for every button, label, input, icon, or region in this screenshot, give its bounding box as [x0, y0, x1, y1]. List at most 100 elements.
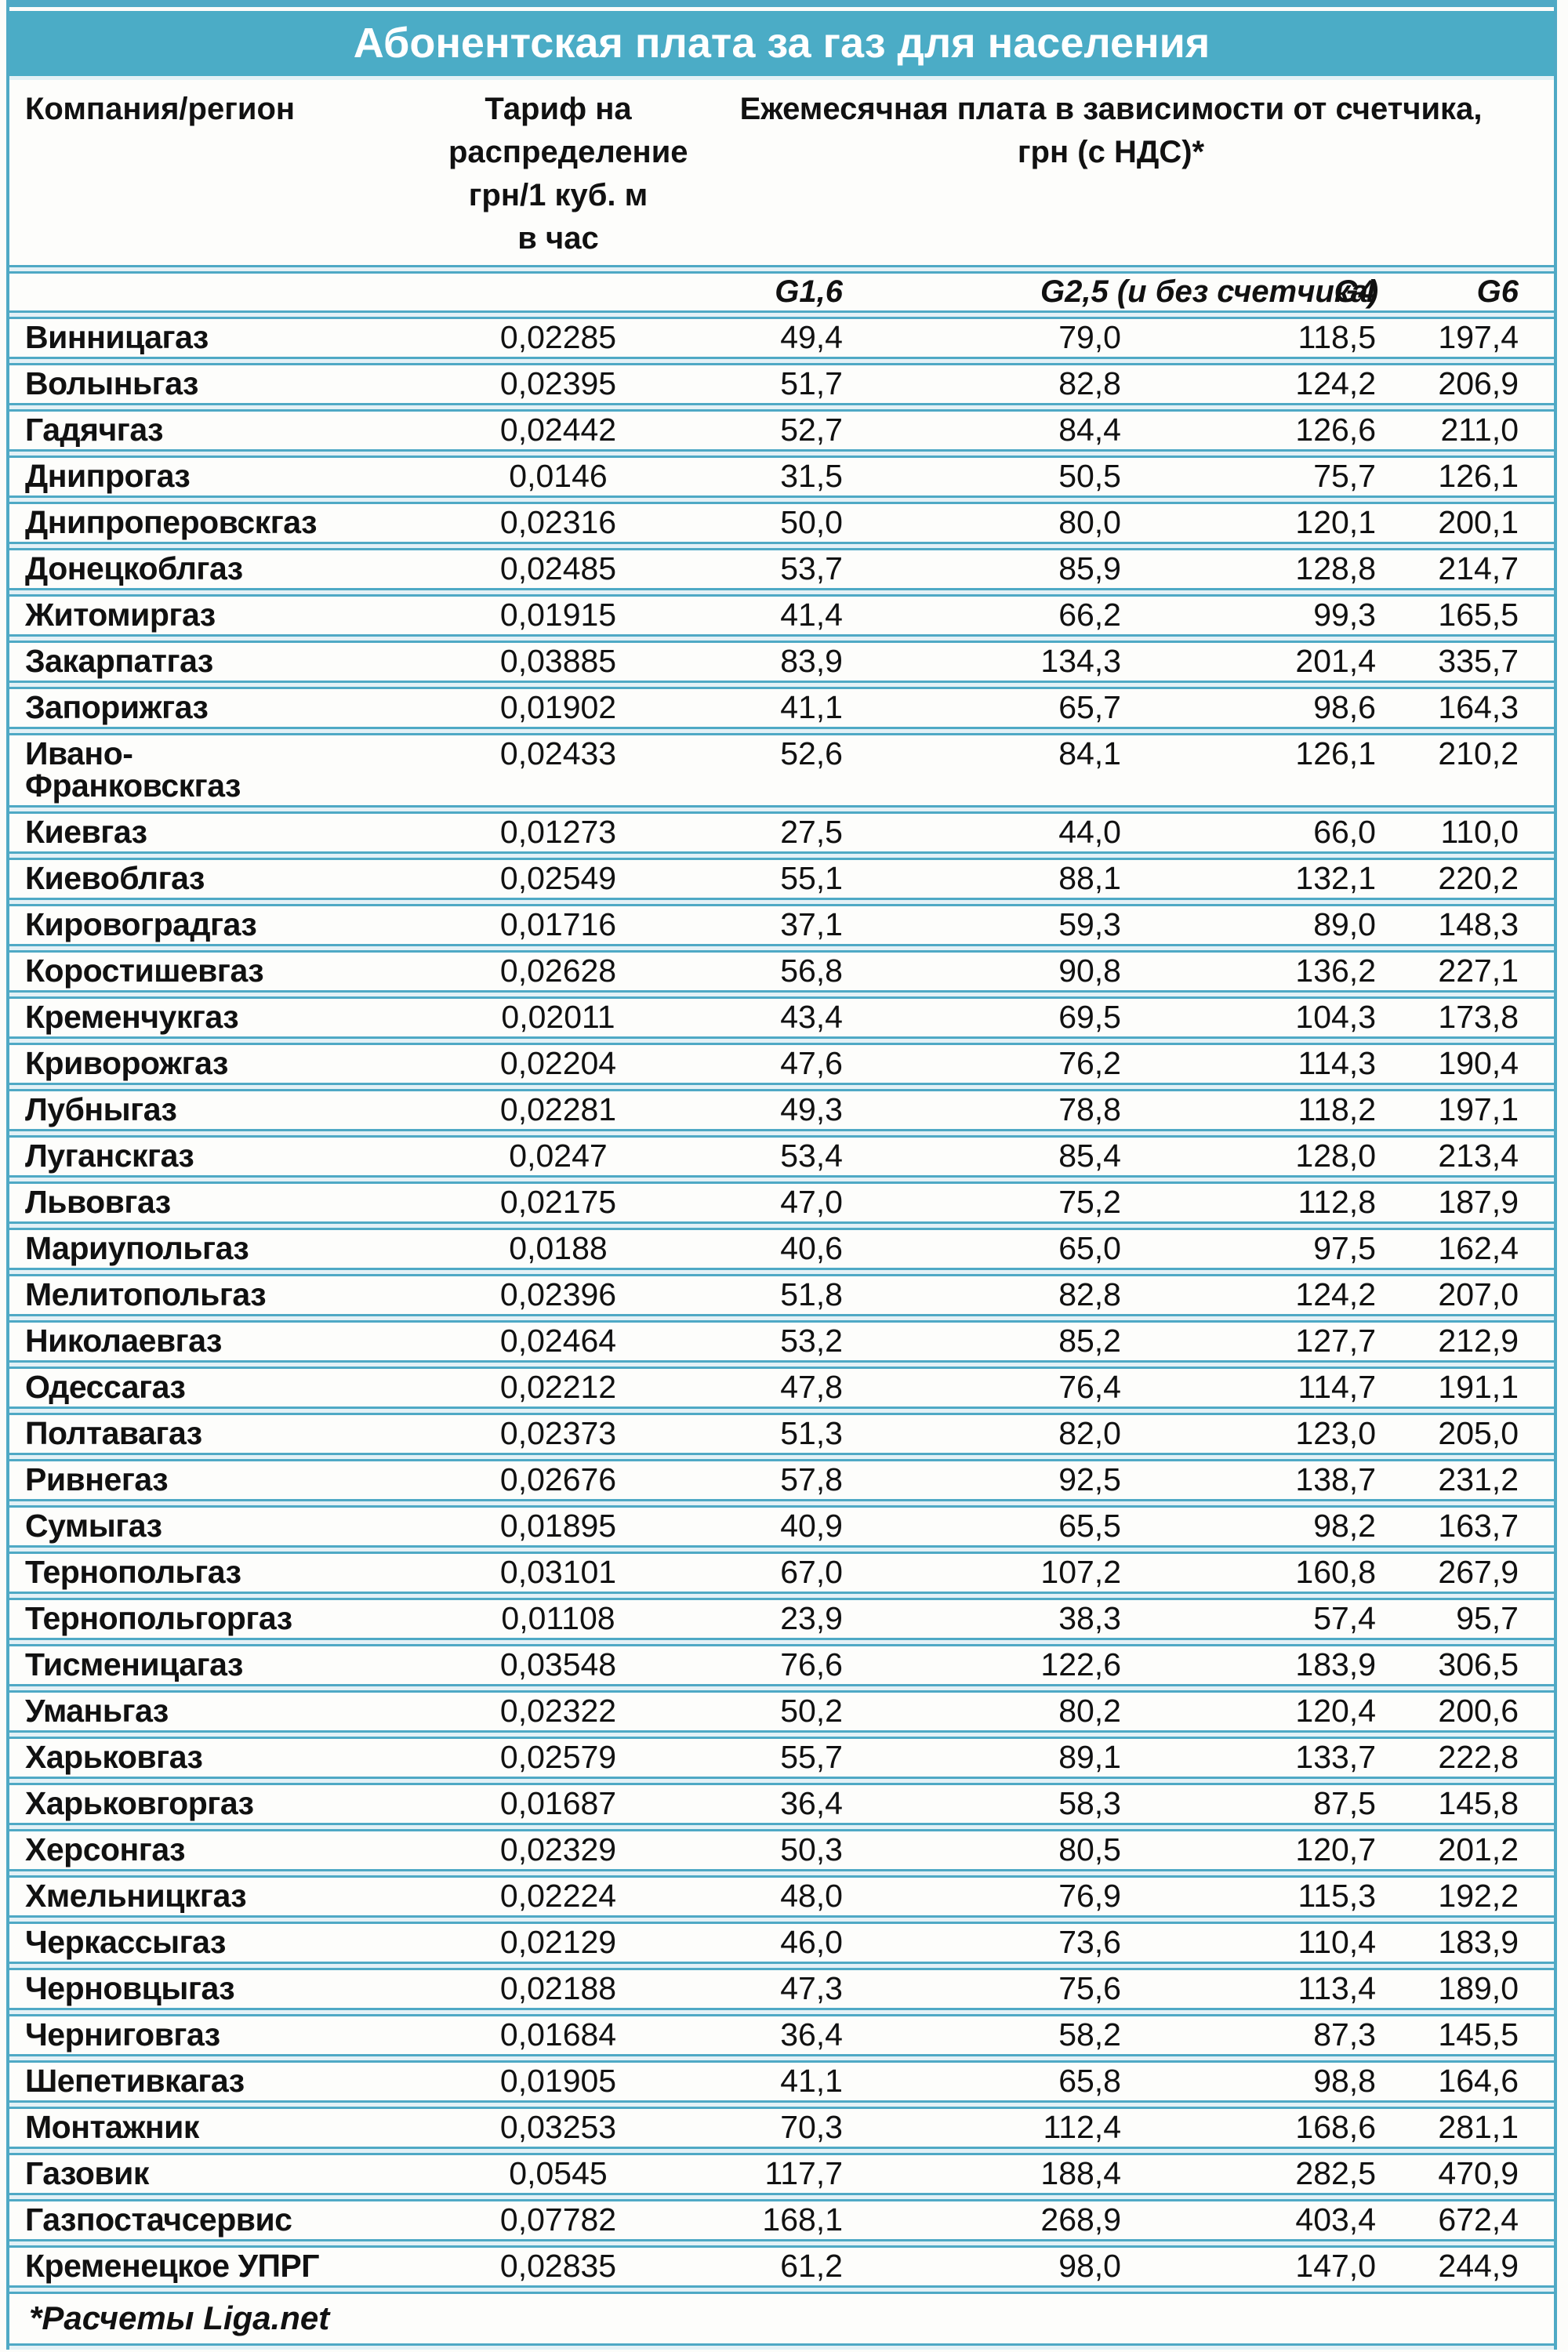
g25-fee-cell: 89,1 — [852, 1737, 1131, 1779]
tariff-cell: 0,02433 — [448, 733, 668, 808]
table-row: Газпостачсервис 0,07782 168,1 268,9 403,… — [9, 2199, 1554, 2241]
table-row: Винницагаз 0,02285 49,4 79,0 118,5 197,4 — [9, 317, 1554, 359]
g6-fee-cell: 148,3 — [1385, 904, 1554, 946]
g6-fee-cell: 183,9 — [1385, 1922, 1554, 1964]
company-cell: Черкассыгаз — [9, 1922, 448, 1964]
g6-fee-cell: 267,9 — [1385, 1552, 1554, 1594]
g4-fee-cell: 168,6 — [1131, 2107, 1385, 2149]
table-row: Полтавагаз 0,02373 51,3 82,0 123,0 205,0 — [9, 1413, 1554, 1455]
g16-fee-cell: 55,7 — [668, 1737, 852, 1779]
table-row: Харьковгаз 0,02579 55,7 89,1 133,7 222,8 — [9, 1737, 1554, 1779]
table-row: Коростишевгаз 0,02628 56,8 90,8 136,2 22… — [9, 950, 1554, 993]
g6-fee-cell: 222,8 — [1385, 1737, 1554, 1779]
g16-fee-cell: 57,8 — [668, 1459, 852, 1501]
g16-fee-cell: 53,2 — [668, 1320, 852, 1363]
company-cell: Одессагаз — [9, 1367, 448, 1409]
g6-fee-cell: 164,6 — [1385, 2060, 1554, 2103]
g16-fee-cell: 46,0 — [668, 1922, 852, 1964]
table-row: Лубныгаз 0,02281 49,3 78,8 118,2 197,1 — [9, 1089, 1554, 1131]
g16-fee-cell: 40,9 — [668, 1505, 852, 1548]
company-cell: Кременецкое УПРГ — [9, 2245, 448, 2288]
g4-fee-cell: 133,7 — [1131, 1737, 1385, 1779]
table-row: Николаевгаз 0,02464 53,2 85,2 127,7 212,… — [9, 1320, 1554, 1363]
g6-fee-cell: 191,1 — [1385, 1367, 1554, 1409]
g6-fee-cell: 162,4 — [1385, 1228, 1554, 1270]
g25-fee-cell: 76,4 — [852, 1367, 1131, 1409]
company-cell: Монтажник — [9, 2107, 448, 2149]
g25-fee-cell: 58,3 — [852, 1783, 1131, 1825]
company-cell: Криворожгаз — [9, 1043, 448, 1085]
g16-fee-cell: 41,4 — [668, 594, 852, 637]
g25-fee-cell: 134,3 — [852, 641, 1131, 683]
g4-fee-cell: 126,6 — [1131, 409, 1385, 452]
tariff-cell: 0,02204 — [448, 1043, 668, 1085]
company-cell: Киевоблгаз — [9, 858, 448, 900]
table-row: Криворожгаз 0,02204 47,6 76,2 114,3 190,… — [9, 1043, 1554, 1085]
g25-fee-cell: 79,0 — [852, 317, 1131, 359]
company-cell: Киевгаз — [9, 811, 448, 854]
g6-fee-cell: 212,9 — [1385, 1320, 1554, 1363]
g25-fee-cell: 80,0 — [852, 502, 1131, 544]
g4-fee-cell: 124,2 — [1131, 1274, 1385, 1316]
g4-fee-cell: 132,1 — [1131, 858, 1385, 900]
g16-fee-cell: 117,7 — [668, 2153, 852, 2195]
tariff-table-frame: Абонентская плата за газ для населения К… — [6, 0, 1557, 2350]
table-row: Тернопольгоргаз 0,01108 23,9 38,3 57,4 9… — [9, 1598, 1554, 1640]
table-row: Херсонгаз 0,02329 50,3 80,5 120,7 201,2 — [9, 1829, 1554, 1871]
tariff-cell: 0,02676 — [448, 1459, 668, 1501]
g6-fee-cell: 206,9 — [1385, 363, 1554, 405]
g16-fee-cell: 53,7 — [668, 548, 852, 590]
g25-fee-cell: 50,5 — [852, 456, 1131, 498]
tariff-cell: 0,02835 — [448, 2245, 668, 2288]
g16-fee-cell: 56,8 — [668, 950, 852, 993]
g6-fee-cell: 220,2 — [1385, 858, 1554, 900]
tariff-cell: 0,02395 — [448, 363, 668, 405]
company-cell: Кременчукгаз — [9, 996, 448, 1039]
g6-fee-cell: 244,9 — [1385, 2245, 1554, 2288]
tariff-cell: 0,0545 — [448, 2153, 668, 2195]
table-row: Тернопольгаз 0,03101 67,0 107,2 160,8 26… — [9, 1552, 1554, 1594]
g16-fee-cell: 51,7 — [668, 363, 852, 405]
g4-fee-cell: 98,6 — [1131, 687, 1385, 729]
tariff-cell: 0,01902 — [448, 687, 668, 729]
g6-fee-cell: 672,4 — [1385, 2199, 1554, 2241]
company-cell: Запорижгаз — [9, 687, 448, 729]
g16-fee-cell: 47,0 — [668, 1181, 852, 1224]
g4-fee-cell: 98,2 — [1131, 1505, 1385, 1548]
table-row: Мелитопольгаз 0,02396 51,8 82,8 124,2 20… — [9, 1274, 1554, 1316]
table-row: Сумыгаз 0,01895 40,9 65,5 98,2 163,7 — [9, 1505, 1554, 1548]
table-row: Газовик 0,0545 117,7 188,4 282,5 470,9 — [9, 2153, 1554, 2195]
g25-fee-cell: 107,2 — [852, 1552, 1131, 1594]
g6-fee-cell: 205,0 — [1385, 1413, 1554, 1455]
company-cell: Ривнегаз — [9, 1459, 448, 1501]
table-row: Хмельницкгаз 0,02224 48,0 76,9 115,3 192… — [9, 1875, 1554, 1918]
company-cell: Черниговгаз — [9, 2014, 448, 2056]
g4-fee-cell: 104,3 — [1131, 996, 1385, 1039]
g4-fee-cell: 114,7 — [1131, 1367, 1385, 1409]
g4-fee-cell: 127,7 — [1131, 1320, 1385, 1363]
tariff-cell: 0,03885 — [448, 641, 668, 683]
g25-fee-cell: 268,9 — [852, 2199, 1131, 2241]
tariff-cell: 0,02579 — [448, 1737, 668, 1779]
g25-fee-cell: 59,3 — [852, 904, 1131, 946]
g25-fee-cell: 84,4 — [852, 409, 1131, 452]
g4-fee-cell: 118,2 — [1131, 1089, 1385, 1131]
table-row: Ивано- Франковскгаз 0,02433 52,6 84,1 12… — [9, 733, 1554, 808]
g4-fee-cell: 120,7 — [1131, 1829, 1385, 1871]
g4-fee-cell: 118,5 — [1131, 317, 1385, 359]
company-cell: Кировоградгаз — [9, 904, 448, 946]
g4-fee-cell: 160,8 — [1131, 1552, 1385, 1594]
g16-fee-cell: 37,1 — [668, 904, 852, 946]
g6-fee-cell: 210,2 — [1385, 733, 1554, 808]
g4-fee-cell: 120,4 — [1131, 1690, 1385, 1733]
g6-fee-cell: 281,1 — [1385, 2107, 1554, 2149]
g25-fee-cell: 85,4 — [852, 1135, 1131, 1178]
company-cell: Ивано- Франковскгаз — [9, 733, 448, 808]
company-cell: Сумыгаз — [9, 1505, 448, 1548]
g4-fee-cell: 147,0 — [1131, 2245, 1385, 2288]
g4-fee-cell: 128,0 — [1131, 1135, 1385, 1178]
tariff-cell: 0,02129 — [448, 1922, 668, 1964]
g25-fee-cell: 65,5 — [852, 1505, 1131, 1548]
table-row: Шепетивкагаз 0,01905 41,1 65,8 98,8 164,… — [9, 2060, 1554, 2103]
g4-fee-cell: 403,4 — [1131, 2199, 1385, 2241]
